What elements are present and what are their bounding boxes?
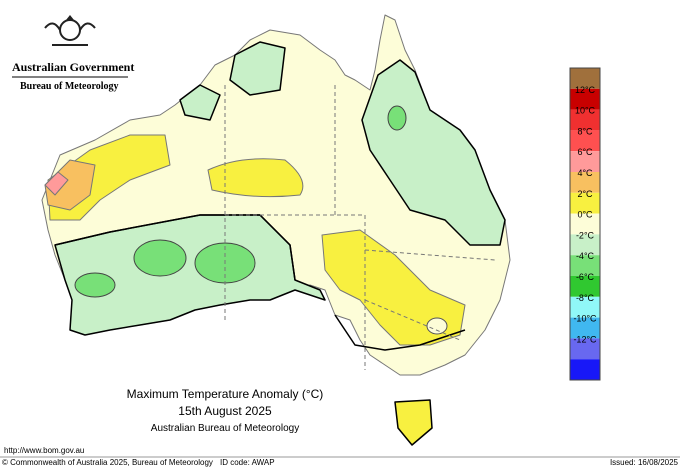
legend-swatch <box>570 296 600 318</box>
legend-label: -4°C <box>576 251 595 261</box>
footer-issued: Issued: 16/08/2025 <box>610 458 679 467</box>
anomaly-region <box>387 105 407 131</box>
legend-swatch <box>570 172 600 193</box>
legend-swatch <box>570 109 600 131</box>
legend-label: -8°C <box>576 293 595 303</box>
footer-id: ID code: AWAP <box>220 458 275 467</box>
legend-label: 10°C <box>575 106 596 116</box>
legend-label: 0°C <box>577 210 593 220</box>
legend-frame <box>569 67 601 381</box>
legend-label: 4°C <box>577 168 593 178</box>
legend-label: 12°C <box>575 85 596 95</box>
anomaly-region <box>179 84 221 121</box>
legend-label: 8°C <box>577 126 593 136</box>
legend-swatch <box>570 359 600 380</box>
legend-swatch <box>570 338 600 360</box>
anomaly-region <box>229 41 286 96</box>
tasmania <box>394 399 433 446</box>
legend-swatch <box>570 276 600 297</box>
anomaly-region <box>74 272 116 298</box>
legend-swatch <box>570 317 600 339</box>
legend-swatch <box>570 88 600 110</box>
legend-label: 6°C <box>577 147 593 157</box>
footer-copyright: © Commonwealth of Australia 2025, Bureau… <box>2 458 213 467</box>
bureau-name: Bureau of Meteorology <box>20 81 119 92</box>
legend-swatch <box>570 151 600 172</box>
anomaly-region <box>44 171 69 196</box>
legend-swatch <box>570 68 600 89</box>
map-title: Maximum Temperature Anomaly (°C) <box>127 387 324 401</box>
map <box>41 14 511 446</box>
contour <box>334 314 466 351</box>
legend-swatch <box>570 130 600 152</box>
anomaly-region <box>321 229 466 346</box>
map-date: 15th August 2025 <box>178 404 272 418</box>
anomaly-region <box>133 239 187 277</box>
state-borders <box>224 85 496 370</box>
legend-label: -10°C <box>573 314 597 324</box>
legend-label: -6°C <box>576 272 595 282</box>
legend-swatch <box>570 213 600 235</box>
legend-swatch <box>570 192 600 214</box>
legend-swatch <box>570 234 600 256</box>
legend-label: -2°C <box>576 230 595 240</box>
contour <box>54 214 296 281</box>
map-source: Australian Bureau of Meteorology <box>151 423 299 434</box>
legend: 12°C 10°C 8°C 6°C 4°C 2°C 0°C -2°C -4°C -6°C -8°C -… <box>569 67 601 381</box>
footer-url: http://www.bom.gov.au <box>4 446 84 455</box>
government-name: Australian Government <box>12 60 134 74</box>
legend-label: 2°C <box>577 189 593 199</box>
legend-swatch <box>570 255 600 276</box>
anomaly-region <box>207 158 304 198</box>
anomaly-region <box>426 317 448 335</box>
legend-label: -12°C <box>573 334 597 344</box>
crest <box>44 15 96 46</box>
